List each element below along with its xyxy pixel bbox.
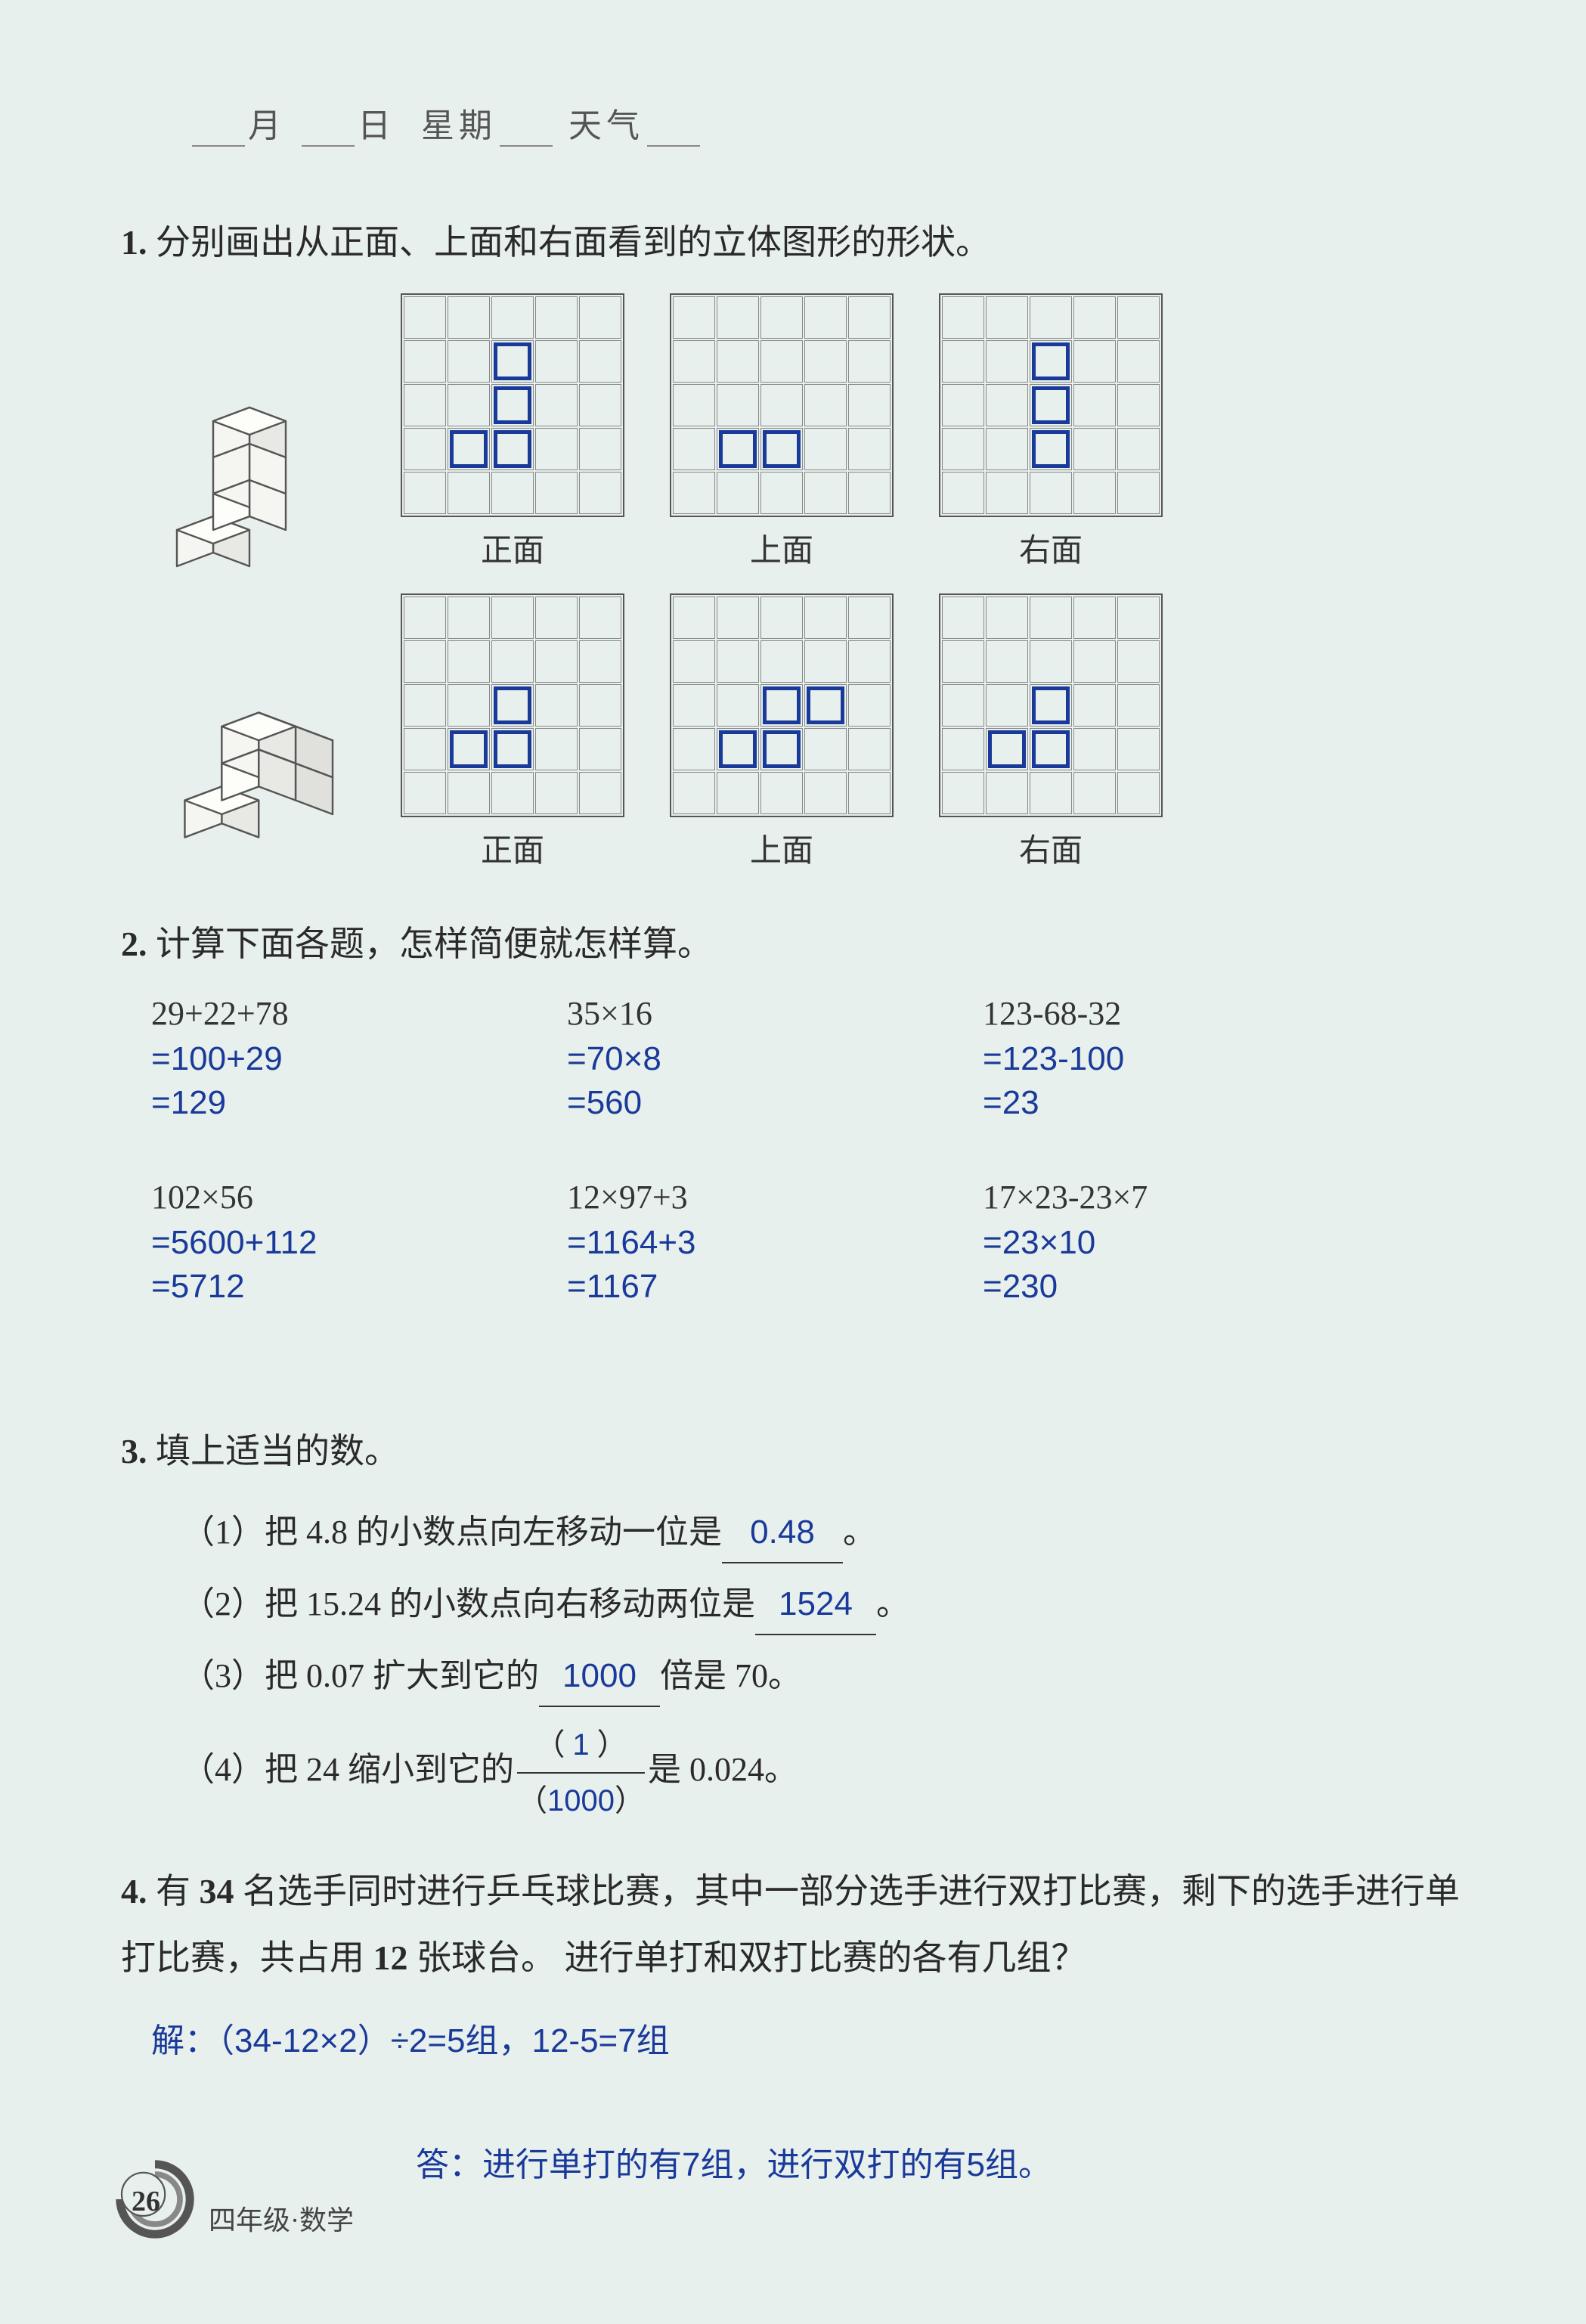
view-grid — [939, 293, 1163, 517]
fill-item: （4）把 24 缩小到它的（ 1 ）（1000）是 0.024。 — [181, 1718, 1467, 1828]
cube-figure — [144, 689, 355, 871]
calc-problem: 12×97+3=1164+3=1167 — [567, 1178, 983, 1312]
fill-item: （2）把 15.24 的小数点向右移动两位是1524。 — [181, 1574, 1467, 1635]
page-number-badge: 26 — [113, 2158, 197, 2241]
fill-item: （3）把 0.07 扩大到它的1000倍是 70。 — [181, 1646, 1467, 1707]
date-header: 月 日 星期 天气 — [189, 98, 1467, 147]
question-3: 3. 填上适当的数。 — [121, 1424, 1467, 1480]
calc-problem: 35×16=70×8=560 — [567, 994, 983, 1128]
fill-item: （1）把 4.8 的小数点向左移动一位是0.48。 — [181, 1502, 1467, 1563]
front-view: 正面 — [401, 593, 624, 871]
calc-problem: 102×56=5600+112=5712 — [151, 1178, 567, 1312]
right-view: 右面 — [939, 293, 1163, 571]
right-view: 右面 — [939, 593, 1163, 871]
footer-subject: 四年级·数学 — [209, 2199, 354, 2238]
top-view: 上面 — [670, 293, 894, 571]
cube-figure — [144, 389, 355, 571]
q4-solution: 解：（34-12×2）÷2=5组，12-5=7组 — [151, 2013, 1467, 2062]
fill-blanks: （1）把 4.8 的小数点向左移动一位是0.48。 （2）把 15.24 的小数点… — [121, 1502, 1467, 1829]
calc-problem: 123-68-32=123-100=23 — [983, 994, 1399, 1128]
view-grid — [939, 593, 1163, 817]
view-grid — [401, 593, 624, 817]
calc-problem: 17×23-23×7=23×10=230 — [983, 1178, 1399, 1312]
question-1: 1. 分别画出从正面、上面和右面看到的立体图形的形状。 — [121, 215, 1467, 271]
calc-problem: 29+22+78=100+29=129 — [151, 994, 567, 1128]
view-grid — [670, 293, 894, 517]
question-2: 2. 计算下面各题，怎样简便就怎样算。 — [121, 916, 1467, 972]
view-grid — [670, 593, 894, 817]
views-diagrams: 正面 上面 右面 — [121, 293, 1467, 871]
top-view: 上面 — [670, 593, 894, 871]
front-view: 正面 — [401, 293, 624, 571]
question-4: 4. 有 34 名选手同时进行乒乓球比赛，其中一部分选手进行双打比赛，剩下的选手… — [121, 1858, 1467, 1991]
calculations: 29+22+78=100+29=12935×16=70×8=560123-68-… — [121, 994, 1467, 1356]
page-footer: 26 四年级·数学 — [113, 2158, 354, 2241]
view-grid — [401, 293, 624, 517]
q4-answer: 答：进行单打的有7组，进行双打的有5组。 — [416, 2137, 1467, 2186]
